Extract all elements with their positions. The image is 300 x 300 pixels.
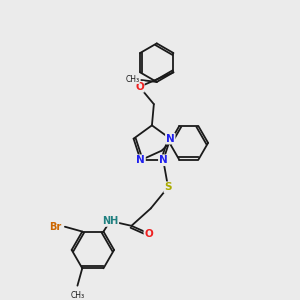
Text: S: S — [164, 182, 172, 192]
Text: N: N — [166, 134, 175, 144]
Text: O: O — [144, 229, 153, 238]
Text: CH₃: CH₃ — [70, 291, 85, 300]
Text: NH: NH — [102, 216, 119, 226]
Text: N: N — [159, 155, 168, 165]
Text: N: N — [136, 155, 145, 165]
Text: CH₃: CH₃ — [125, 75, 140, 84]
Text: O: O — [135, 82, 144, 92]
Text: Br: Br — [49, 222, 61, 232]
